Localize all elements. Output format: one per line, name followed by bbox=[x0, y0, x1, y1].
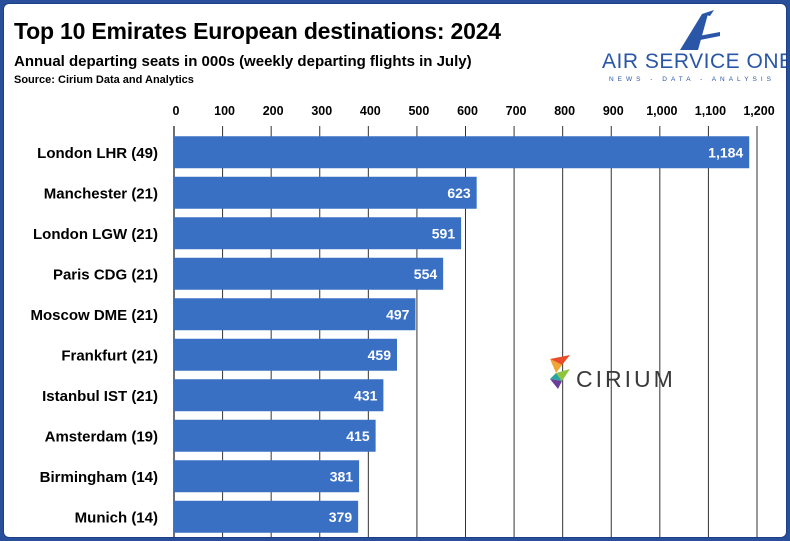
cirium-logo-icon bbox=[550, 355, 570, 389]
x-tick-label: 900 bbox=[603, 104, 624, 118]
airplane-a-icon bbox=[680, 10, 720, 50]
bar bbox=[174, 298, 416, 331]
bar-chart: 0 100 200 300 400 500 600 700 800 900 1,000 1,100 1,… bbox=[30, 104, 775, 537]
bar bbox=[174, 338, 397, 371]
cirium-watermark: CIRIUM bbox=[544, 349, 684, 394]
data-label: 1,184 bbox=[708, 144, 743, 160]
x-tick-label: 1,200 bbox=[743, 104, 774, 118]
bar bbox=[174, 419, 376, 452]
x-tick-label: 500 bbox=[408, 104, 429, 118]
x-tick-label: 200 bbox=[263, 104, 284, 118]
x-tick-label: 1,000 bbox=[646, 104, 677, 118]
bar bbox=[174, 176, 477, 209]
data-label: 431 bbox=[354, 387, 378, 403]
data-label: 379 bbox=[329, 509, 353, 525]
x-tick-label: 100 bbox=[214, 104, 235, 118]
logo-name: AIR SERVICE ONE bbox=[602, 50, 787, 73]
chart-frame: Top 10 Emirates European destinations: 2… bbox=[3, 3, 787, 538]
bar bbox=[174, 500, 359, 533]
data-label: 554 bbox=[414, 266, 438, 282]
chart-subtitle: Annual departing seats in 000s (weekly d… bbox=[14, 53, 472, 70]
data-label: 497 bbox=[386, 306, 410, 322]
category-label: Manchester (21) bbox=[44, 185, 158, 202]
bar bbox=[174, 257, 444, 290]
category-label: Munich (14) bbox=[75, 509, 158, 526]
category-label: Frankfurt (21) bbox=[61, 347, 158, 364]
bar bbox=[174, 379, 384, 412]
bar bbox=[174, 460, 360, 493]
bar bbox=[174, 217, 462, 250]
air-service-one-logo: AIR SERVICE ONE NEWS - DATA - ANALYSIS bbox=[602, 8, 787, 88]
x-tick-label: 700 bbox=[506, 104, 527, 118]
x-tick-label: 300 bbox=[311, 104, 332, 118]
category-label: Istanbul IST (21) bbox=[42, 388, 158, 405]
category-label: Amsterdam (19) bbox=[45, 428, 158, 445]
data-label: 415 bbox=[346, 428, 370, 444]
category-label: Moscow DME (21) bbox=[30, 307, 158, 324]
data-label: 381 bbox=[330, 468, 354, 484]
x-tick-label: 800 bbox=[554, 104, 575, 118]
data-label: 459 bbox=[368, 347, 392, 363]
cirium-wordmark: CIRIUM bbox=[576, 366, 676, 392]
data-label: 623 bbox=[447, 185, 471, 201]
data-label: 591 bbox=[432, 225, 456, 241]
category-label: Birmingham (14) bbox=[40, 469, 158, 486]
chart-source: Source: Cirium Data and Analytics bbox=[14, 74, 194, 86]
logo-tagline: NEWS - DATA - ANALYSIS bbox=[608, 76, 776, 83]
chart-title: Top 10 Emirates European destinations: 2… bbox=[14, 18, 501, 44]
category-label: Paris CDG (21) bbox=[53, 266, 158, 283]
x-tick-label: 600 bbox=[457, 104, 478, 118]
x-tick-label: 1,100 bbox=[695, 104, 726, 118]
category-label: London LGW (21) bbox=[33, 226, 158, 243]
bar bbox=[174, 136, 750, 169]
x-tick-label: 0 bbox=[173, 104, 180, 118]
x-tick-label: 400 bbox=[360, 104, 381, 118]
category-label: London LHR (49) bbox=[37, 145, 158, 162]
